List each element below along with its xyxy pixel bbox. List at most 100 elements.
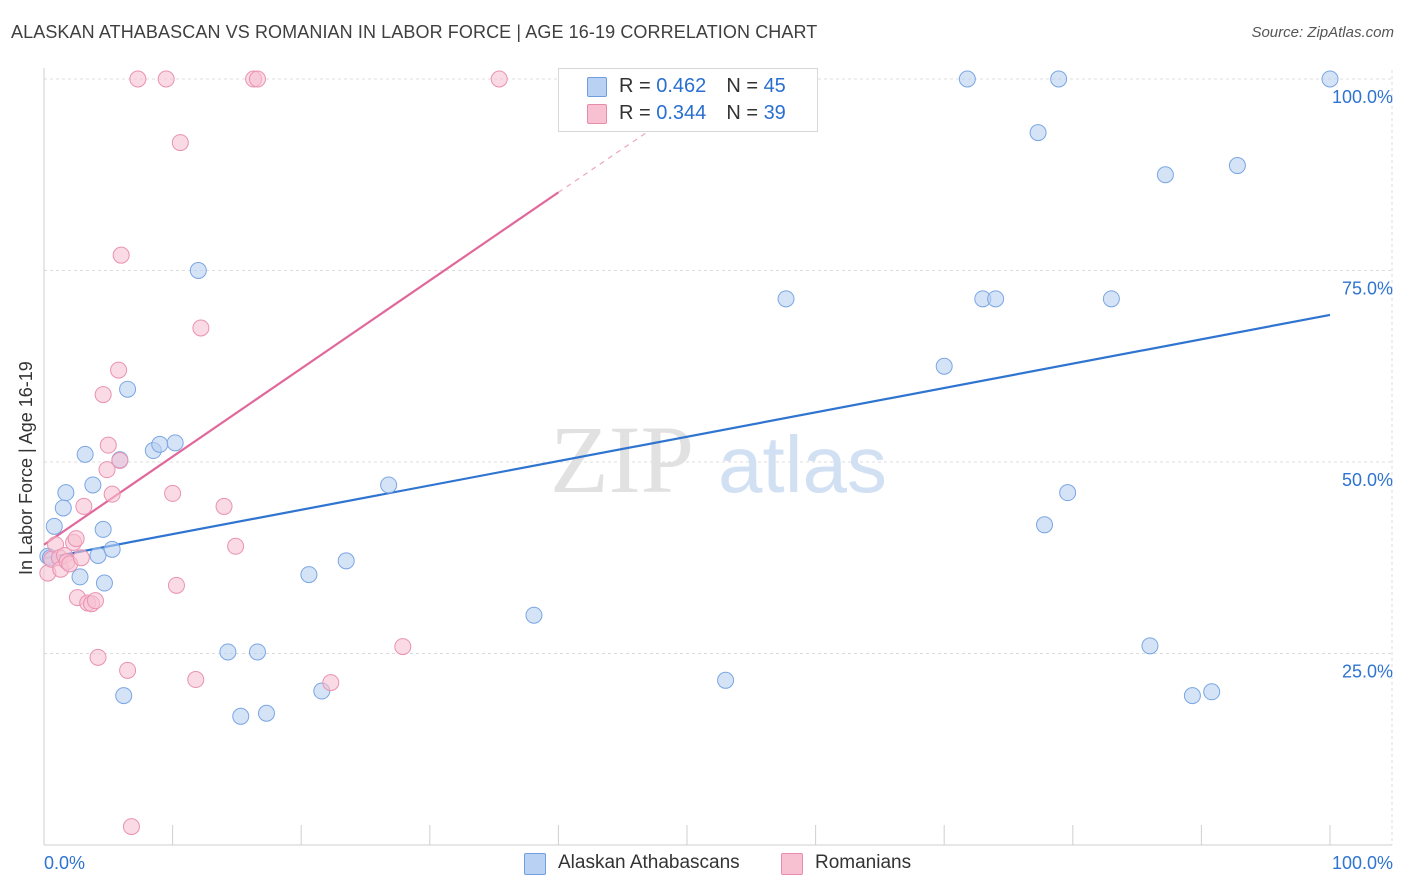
legend-label: Alaskan Athabascans — [558, 852, 740, 873]
data-point — [232, 707, 250, 725]
legend-r-label: R = — [619, 102, 657, 124]
data-point — [122, 818, 140, 836]
data-point — [394, 638, 412, 656]
data-point — [1203, 683, 1221, 701]
data-point — [89, 648, 107, 666]
stats-legend: R = 0.462 N = 45 R = 0.344 N = 39 — [558, 68, 818, 132]
data-point — [187, 671, 205, 689]
data-point — [987, 290, 1005, 308]
trend-line — [43, 313, 1331, 560]
data-point — [215, 497, 233, 515]
data-point — [248, 643, 266, 661]
data-point — [119, 380, 137, 398]
legend-label: Romanians — [815, 852, 912, 873]
data-point — [98, 461, 116, 479]
data-point — [1228, 157, 1246, 175]
series-athabascans — [39, 70, 1339, 725]
data-point — [103, 485, 121, 503]
data-point — [157, 70, 175, 88]
legend-swatch-blue — [524, 853, 546, 875]
watermark-atlas: atlas — [718, 420, 887, 509]
data-point — [227, 537, 245, 555]
data-point — [94, 386, 112, 404]
legend-r-value: 0.462 — [656, 75, 707, 97]
data-point — [248, 70, 266, 88]
data-point — [300, 566, 318, 584]
legend-n-label: N = — [726, 75, 764, 97]
data-point — [76, 445, 94, 463]
data-point — [95, 574, 113, 592]
data-point — [717, 671, 735, 689]
data-point — [1141, 637, 1159, 655]
x-tick-label: 100.0% — [1332, 853, 1393, 873]
data-point — [1036, 516, 1054, 534]
series-romanians — [39, 70, 508, 836]
data-point — [935, 357, 953, 375]
data-point — [1183, 687, 1201, 705]
watermark: ZIP atlas — [550, 406, 887, 513]
legend-r-label: R = — [619, 75, 657, 97]
data-point — [958, 70, 976, 88]
data-point — [110, 361, 128, 379]
data-point — [490, 70, 508, 88]
data-point — [164, 484, 182, 502]
data-point — [1059, 484, 1077, 502]
data-point — [525, 606, 543, 624]
data-point — [167, 576, 185, 594]
data-point — [129, 70, 147, 88]
y-axis-label: In Labor Force | Age 16-19 — [16, 361, 36, 575]
watermark-zip: ZIP — [550, 406, 694, 513]
data-point — [151, 435, 169, 453]
data-point — [1050, 70, 1068, 88]
data-point — [57, 484, 75, 502]
data-point — [112, 246, 130, 264]
data-point — [75, 497, 93, 515]
trend-layer — [43, 104, 1331, 560]
y-tick-label: 25.0% — [1342, 662, 1393, 682]
data-point — [777, 290, 795, 308]
data-point — [45, 517, 63, 535]
data-point — [337, 552, 355, 570]
data-point — [166, 434, 184, 452]
x-tick-label: 0.0% — [44, 853, 85, 873]
data-point — [171, 134, 189, 152]
data-point — [219, 643, 237, 661]
legend-swatch-blue — [587, 77, 607, 97]
data-point — [119, 661, 137, 679]
data-point — [89, 546, 107, 564]
y-tick-label: 100.0% — [1332, 87, 1393, 107]
legend-swatch-pink — [781, 853, 803, 875]
source-label: Source: ZipAtlas.com — [1251, 24, 1394, 41]
legend-n-value: 45 — [763, 75, 786, 97]
legend-r-value: 0.344 — [656, 102, 707, 124]
y-tick-label: 75.0% — [1342, 279, 1393, 299]
data-point — [1029, 124, 1047, 142]
series-legend: Alaskan Athabascans Romanians — [0, 852, 1406, 878]
axes-layer — [43, 68, 1392, 846]
points-layer — [39, 70, 1339, 836]
data-point — [72, 549, 90, 567]
data-point — [1156, 166, 1174, 184]
data-point — [189, 262, 207, 279]
data-point — [67, 530, 85, 548]
legend-swatch-pink — [587, 104, 607, 124]
chart-title: ALASKAN ATHABASCAN VS ROMANIAN IN LABOR … — [11, 22, 818, 42]
legend-n-label: N = — [726, 102, 764, 124]
data-point — [380, 476, 398, 494]
data-point — [115, 687, 133, 705]
tick-labels: 100.0% 75.0% 50.0% 25.0% 0.0% 100.0% — [44, 87, 1393, 873]
y-tick-label: 50.0% — [1342, 470, 1393, 490]
data-point — [1321, 70, 1339, 88]
data-point — [103, 540, 121, 558]
data-point — [1102, 290, 1120, 308]
data-point — [84, 476, 102, 494]
data-point — [257, 704, 275, 722]
legend-n-value: 39 — [763, 102, 786, 124]
data-point — [71, 568, 89, 586]
data-point — [94, 520, 112, 538]
data-point — [322, 674, 340, 692]
data-point — [111, 451, 129, 469]
data-point — [86, 592, 104, 610]
trend-line — [43, 191, 560, 546]
